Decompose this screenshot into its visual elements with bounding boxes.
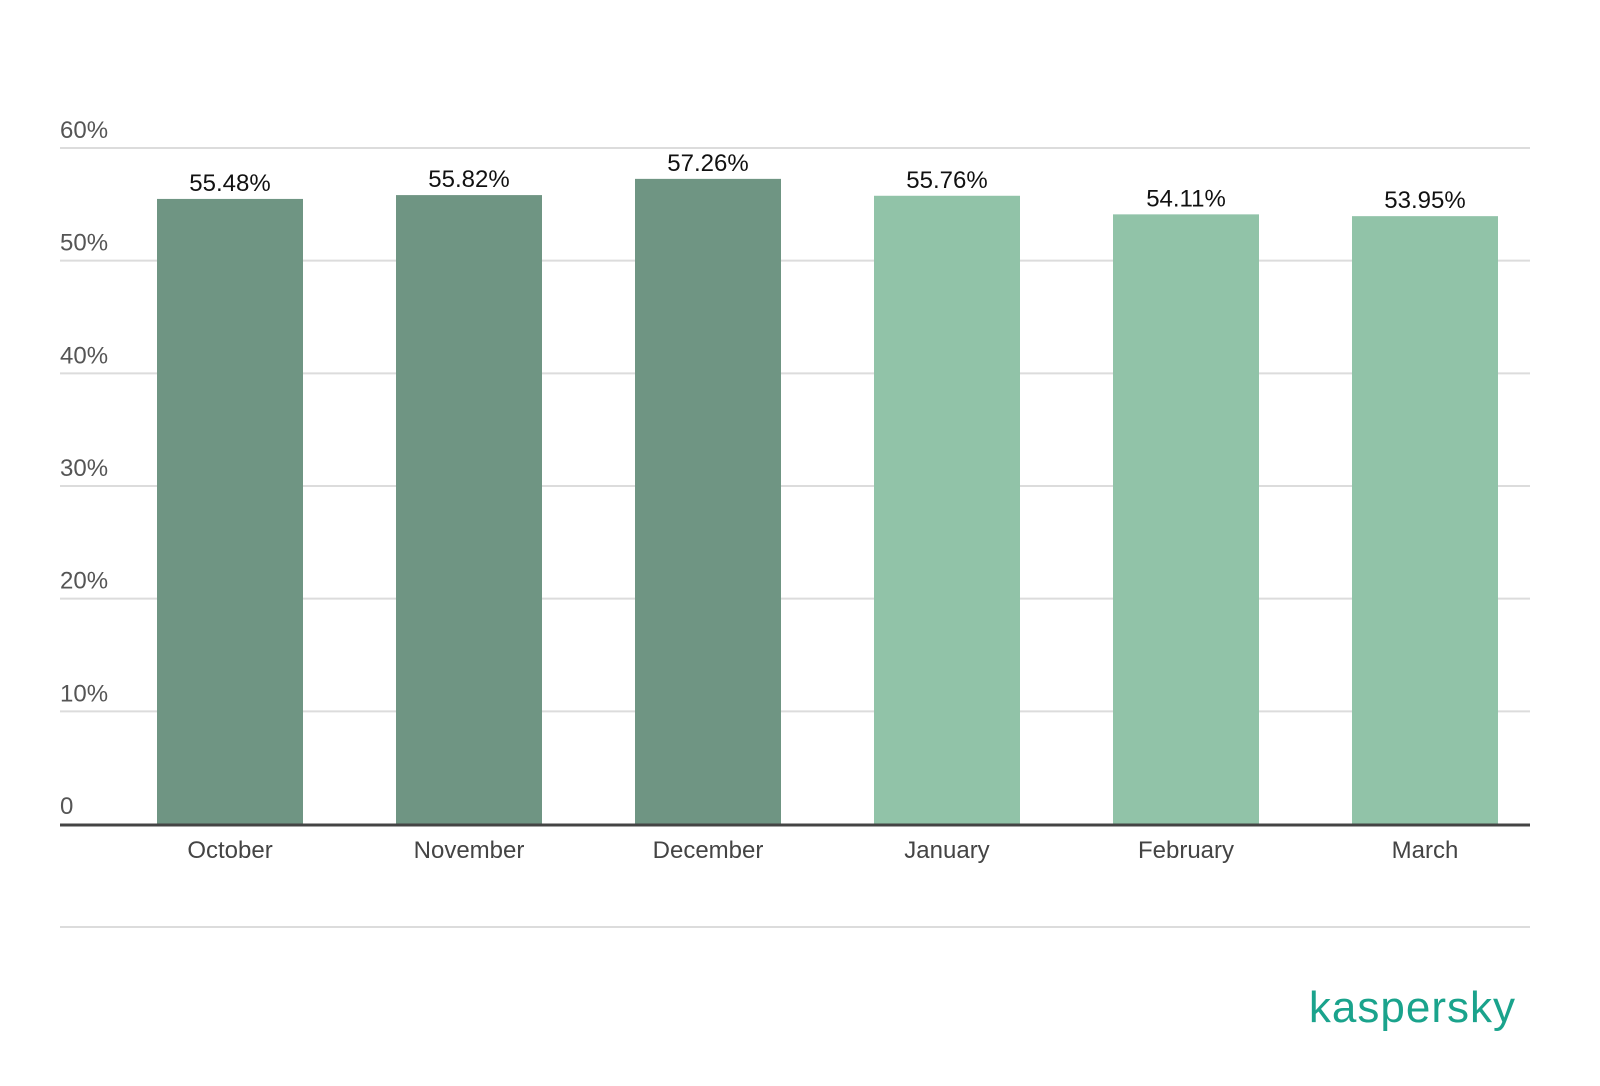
bar-march: [1352, 216, 1498, 824]
x-tick-label: January: [904, 837, 989, 864]
kaspersky-logo: kaspersky: [1309, 983, 1516, 1032]
data-label: 55.82%: [428, 166, 509, 193]
bar-november: [396, 195, 542, 824]
y-tick-label: 50%: [60, 230, 108, 257]
y-tick-label: 20%: [60, 568, 108, 595]
bar-february: [1113, 214, 1259, 825]
data-label: 55.48%: [189, 170, 270, 197]
x-tick-label: October: [187, 837, 272, 864]
y-tick-label: 10%: [60, 680, 108, 707]
bar-october: [157, 198, 303, 824]
data-label: 55.76%: [906, 167, 987, 194]
data-label: 54.11%: [1146, 185, 1226, 212]
y-tick-label: 0: [60, 793, 73, 820]
bars: [157, 178, 1498, 825]
y-tick-label: 60%: [60, 117, 108, 144]
gridlines: [60, 147, 1530, 713]
y-tick-label: 30%: [60, 455, 108, 482]
x-tick-label: November: [414, 837, 525, 864]
data-label: 57.26%: [667, 150, 748, 177]
x-tick-label: December: [653, 837, 764, 864]
x-tick-label: February: [1138, 837, 1234, 864]
y-tick-label: 40%: [60, 342, 108, 369]
data-labels: 55.48% 55.82% 57.26% 55.76% 54.11% 53.95%: [189, 150, 1465, 214]
bar-january: [874, 195, 1020, 825]
x-tick-label: March: [1392, 837, 1459, 864]
data-label: 53.95%: [1384, 187, 1465, 214]
bar-december: [635, 178, 781, 824]
x-axis-ticks: October November December January February Ma…: [187, 837, 1458, 864]
y-axis-ticks: 0 10% 20% 30% 40% 50% 60%: [60, 117, 108, 820]
